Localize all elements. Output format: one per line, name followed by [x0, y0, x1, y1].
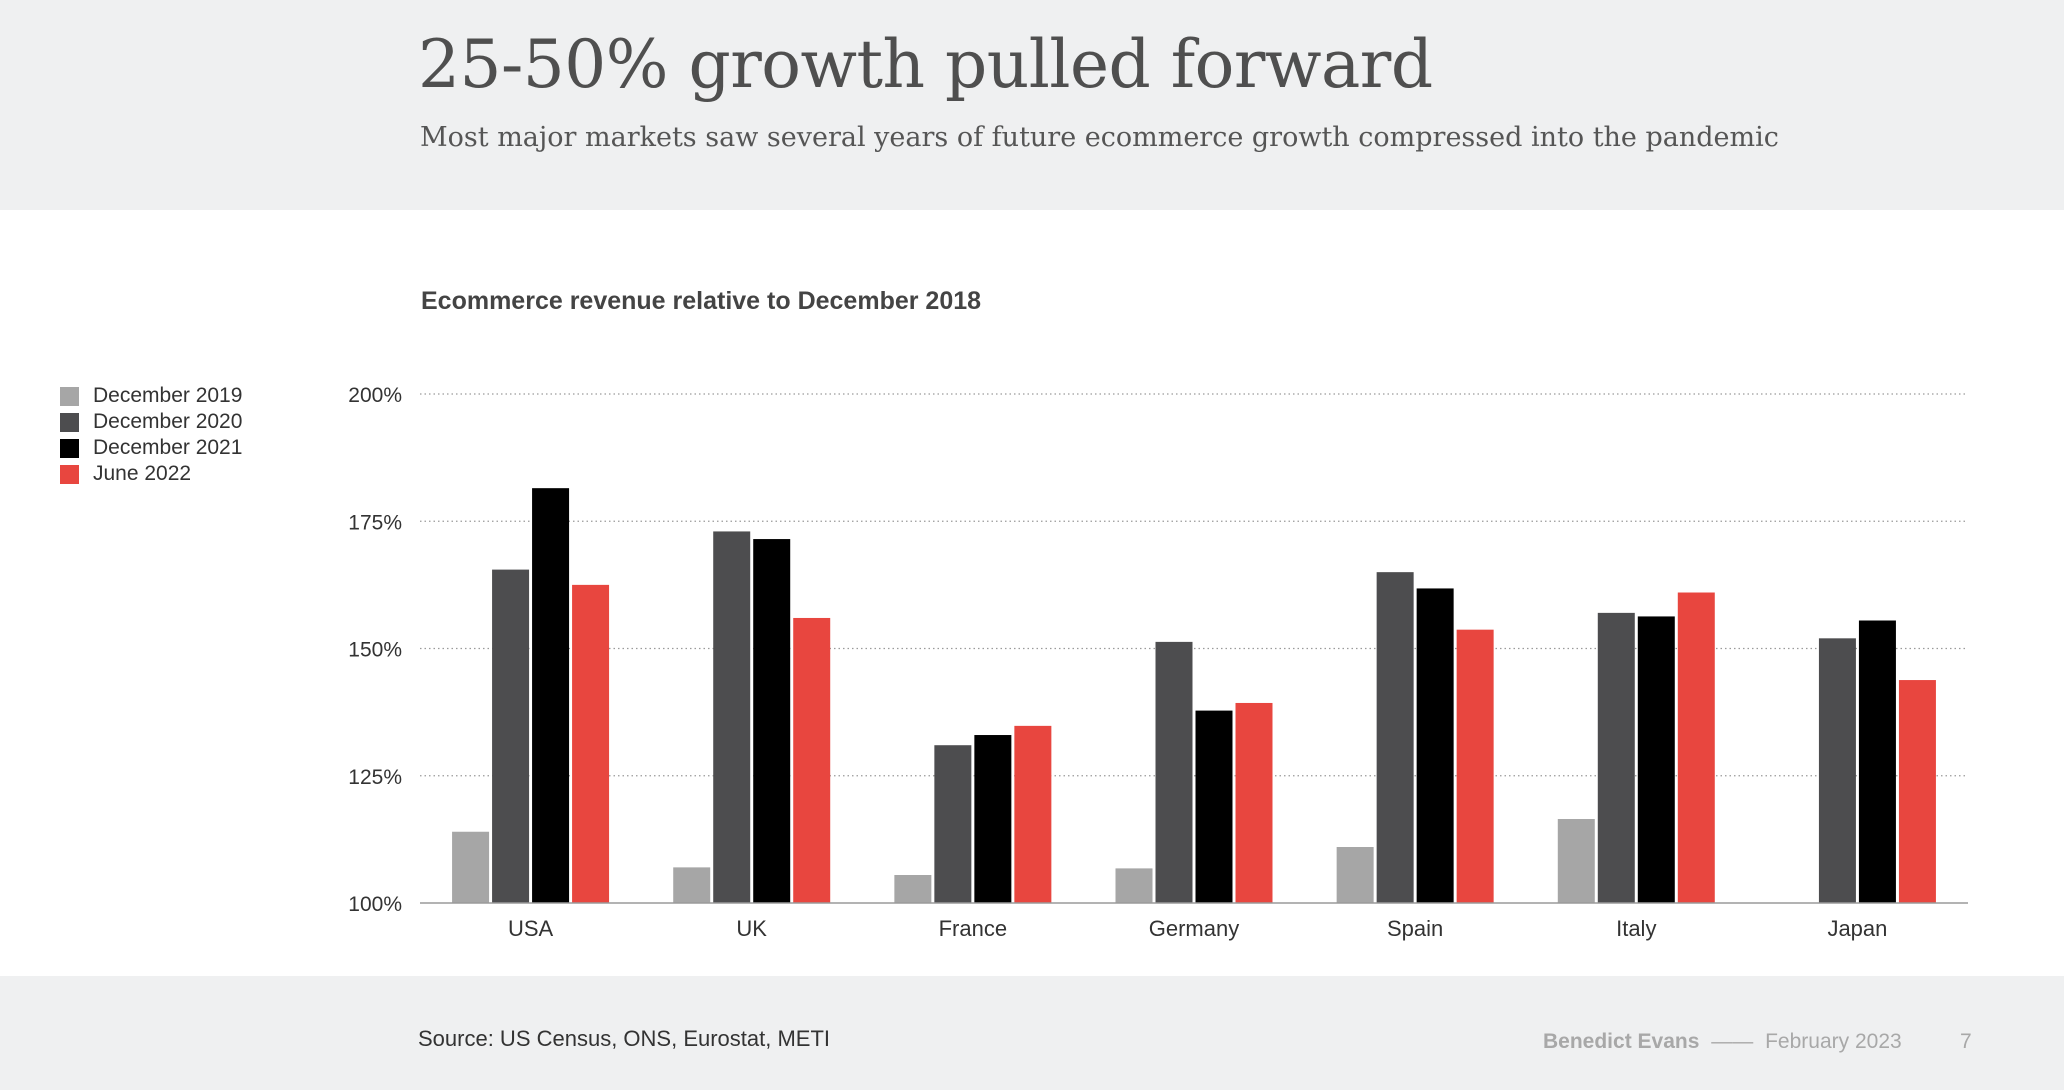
legend-item-dec-2021: December 2021	[60, 435, 242, 461]
legend-swatch	[60, 464, 79, 484]
bar	[713, 531, 751, 903]
footer-band	[0, 976, 2064, 1090]
legend-label: December 2019	[93, 384, 243, 407]
legend-label: June 2022	[93, 462, 192, 485]
bar	[1195, 710, 1233, 903]
x-tick-label: Spain	[1387, 916, 1443, 941]
bar	[1637, 616, 1675, 903]
page-title: 25-50% growth pulled forward	[418, 26, 1433, 103]
x-tick-label: Italy	[1616, 916, 1656, 941]
bar	[1456, 629, 1494, 903]
x-tick-label: Germany	[1149, 916, 1239, 941]
bar	[1557, 819, 1595, 903]
bar	[452, 831, 490, 903]
bar	[1115, 868, 1153, 903]
header-band: 25-50% growth pulled forward Most major …	[0, 0, 2064, 210]
bar	[673, 867, 711, 903]
legend-label: December 2021	[93, 436, 243, 459]
chart-legend: December 2019 December 2020 December 202…	[60, 383, 242, 487]
bar	[1155, 641, 1193, 903]
legend-item-jun-2022: June 2022	[60, 461, 242, 487]
bar	[1898, 680, 1936, 903]
y-tick-label: 100%	[348, 893, 402, 916]
bar	[572, 584, 610, 903]
bar	[492, 569, 530, 903]
bar	[753, 539, 791, 903]
legend-swatch	[60, 386, 79, 406]
bar	[1235, 702, 1273, 903]
x-tick-label: Japan	[1827, 916, 1887, 941]
x-tick-label: France	[939, 916, 1007, 941]
bar	[1818, 638, 1856, 903]
y-tick-label: 125%	[348, 766, 402, 789]
y-tick-label: 150%	[348, 639, 402, 662]
author-name: Benedict Evans	[1543, 1030, 1700, 1053]
separator: ——	[1711, 1030, 1754, 1053]
bar	[1336, 847, 1374, 903]
bar	[1416, 588, 1454, 903]
y-tick-label: 175%	[348, 511, 402, 534]
bar	[1858, 620, 1896, 903]
legend-swatch	[60, 412, 79, 432]
author-date: Benedict Evans —— February 2023	[1543, 1030, 1902, 1054]
chart-title: Ecommerce revenue relative to December 2…	[421, 287, 982, 315]
bar	[934, 745, 972, 903]
legend-label: December 2020	[93, 410, 243, 433]
bar	[1677, 592, 1715, 903]
legend-item-dec-2020: December 2020	[60, 409, 242, 435]
bar	[1376, 572, 1414, 903]
footer-date: February 2023	[1765, 1030, 1902, 1053]
bar	[894, 875, 932, 903]
bar	[793, 617, 831, 903]
bar	[1597, 612, 1635, 903]
legend-item-dec-2019: December 2019	[60, 383, 242, 409]
page-subtitle: Most major markets saw several years of …	[420, 122, 1779, 153]
y-tick-label: 200%	[348, 384, 402, 407]
bar	[1014, 725, 1052, 903]
x-tick-label: UK	[736, 916, 767, 941]
legend-swatch	[60, 438, 79, 458]
source-note: Source: US Census, ONS, Eurostat, METI	[418, 1026, 831, 1051]
bar	[532, 488, 570, 903]
bar	[974, 735, 1012, 903]
page-number: 7	[1960, 1030, 1972, 1053]
x-tick-label: USA	[508, 916, 554, 941]
